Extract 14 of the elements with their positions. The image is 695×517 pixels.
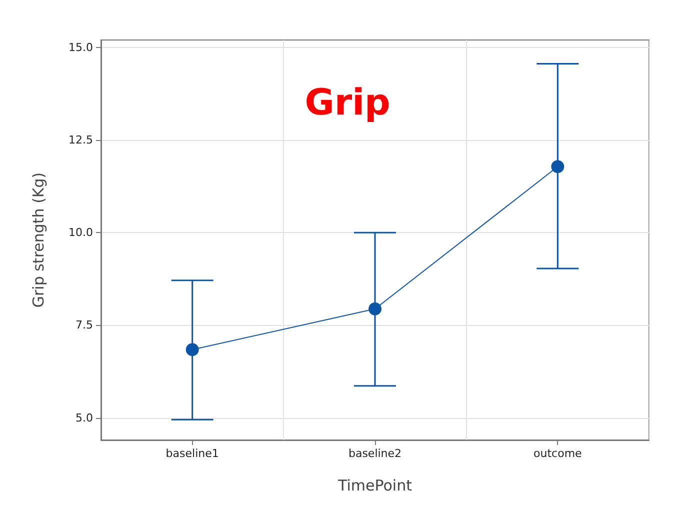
x-tick-label: outcome — [534, 447, 582, 460]
y-tick-label: 10.0 — [68, 226, 93, 240]
x-tick-label: baseline2 — [348, 447, 402, 460]
point — [186, 343, 199, 356]
point — [551, 160, 564, 174]
y-axis-title: Grip strength (Kg) — [30, 172, 48, 308]
x-axis-title: TimePoint — [337, 476, 412, 494]
text: Grip — [304, 82, 390, 124]
y-tick-label: 12.5 — [68, 134, 93, 146]
y-tick-label: 5.0 — [76, 411, 93, 424]
point — [368, 302, 382, 316]
y-tick-label: 7.5 — [76, 318, 93, 332]
x-tick-label: baseline1 — [166, 447, 219, 460]
y-tick-label: 15.0 — [68, 40, 93, 54]
